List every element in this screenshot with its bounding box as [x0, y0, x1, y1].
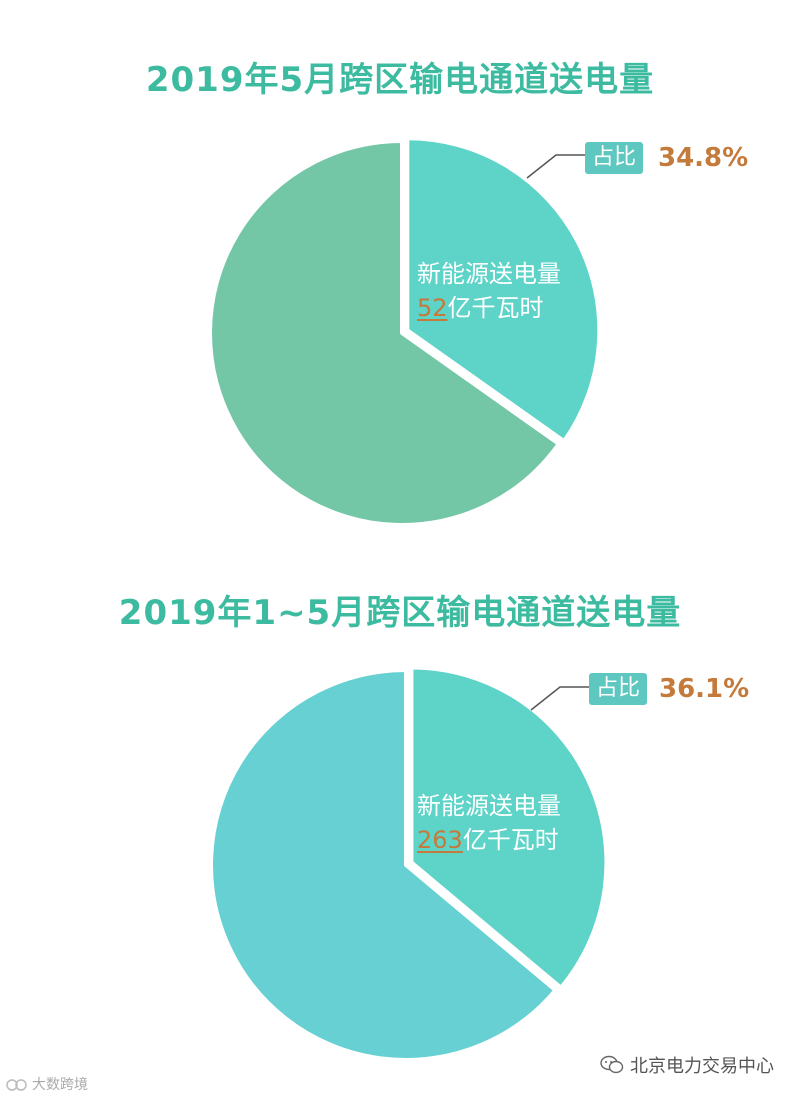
chart-title: 2019年5月跨区输电通道送电量 [145, 60, 655, 100]
wechat-icon [600, 1055, 624, 1074]
pie-slice-new-energy [405, 136, 602, 444]
leader-line [526, 154, 585, 179]
pie-slice-other [208, 139, 561, 527]
slice-label-name: 新能源送电量 [417, 792, 561, 820]
watermark-left: 大数跨境 [6, 1074, 88, 1094]
watermark-right: 北京电力交易中心 [600, 1052, 774, 1078]
slice-value: 263 [417, 826, 463, 854]
slice-unit: 亿千瓦时 [447, 294, 544, 322]
slice-label: 新能源送电量 263亿千瓦时 [417, 789, 561, 857]
watermark-left-text: 大数跨境 [32, 1077, 88, 1093]
pie-chart [209, 665, 609, 1062]
share-percent: 36.1% [659, 674, 750, 704]
slice-label: 新能源送电量 52亿千瓦时 [417, 257, 561, 325]
slice-label-value-line: 52亿千瓦时 [417, 291, 561, 325]
chart-title: 2019年1~5月跨区输电通道送电量 [118, 593, 682, 633]
pie-slice-new-energy [409, 665, 609, 990]
slice-label-value-line: 263亿千瓦时 [417, 823, 561, 857]
pie-chart [208, 136, 602, 527]
watermark-right-text: 北京电力交易中心 [630, 1056, 774, 1077]
slice-unit: 亿千瓦时 [462, 826, 559, 854]
share-percent: 34.8% [658, 143, 749, 173]
slice-value: 52 [417, 294, 448, 322]
pie-slice-other [209, 668, 558, 1062]
share-badge: 占比 [585, 142, 644, 174]
share-badge: 占比 [589, 673, 648, 705]
leader-line [530, 686, 589, 711]
watermark-logo-icon [6, 1079, 27, 1091]
slice-label-name: 新能源送电量 [417, 260, 561, 288]
